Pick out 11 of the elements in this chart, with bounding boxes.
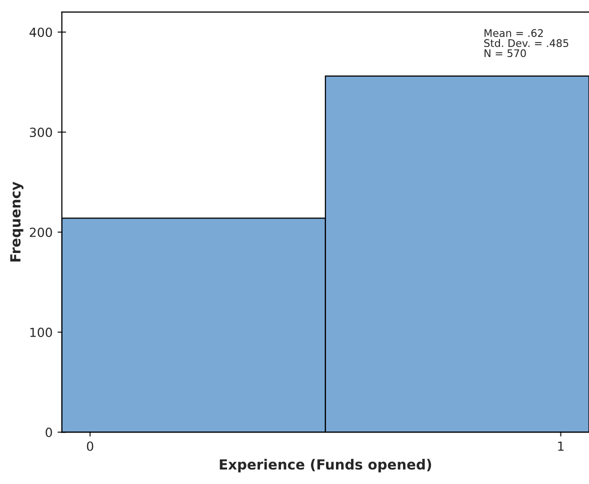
x-axis-title: Experience (Funds opened) [220, 458, 432, 472]
y-tick-label: 0 [46, 428, 52, 438]
y-axis-title: Frequency [10, 182, 24, 262]
x-tick-label: 1 [558, 442, 564, 451]
y-tick-label: 400 [30, 28, 52, 38]
annotation: Std. Dev. = .485 [484, 38, 568, 48]
annotation: Mean = .62 [484, 29, 543, 37]
annotation: N = 570 [484, 49, 526, 58]
y-tick-label: 300 [30, 128, 52, 138]
y-tick-label: 200 [30, 228, 52, 238]
y-tick-label: 100 [30, 328, 52, 338]
